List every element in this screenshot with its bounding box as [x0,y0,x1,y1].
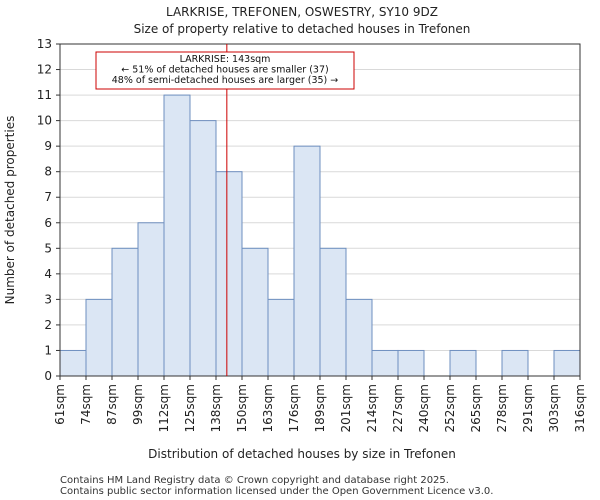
bar [553,349,581,377]
bar [319,247,347,377]
footer-line-2: Contains public sector information licen… [60,486,493,497]
x-tick-label: 252sqm [443,384,457,432]
x-tick-label: 189sqm [313,384,327,432]
x-tick-label: 87sqm [105,384,119,425]
x-tick-label: 240sqm [417,384,431,432]
annotation-line: ← 51% of detached houses are smaller (37… [121,65,328,76]
x-tick-label: 125sqm [183,384,197,432]
x-tick-label: 227sqm [391,384,405,432]
property-marker: LARKRISE: 143sqm← 51% of detached houses… [95,44,355,376]
plot-frame [59,43,581,377]
y-tick-label: 9 [44,139,52,153]
y-tick-label: 6 [44,216,52,230]
y-tick-label: 7 [44,190,52,204]
x-axis-label: Distribution of detached houses by size … [148,447,456,461]
x-tick-label: 61sqm [53,384,67,425]
x-tick-label: 316sqm [573,384,587,432]
chart-subtitle: Size of property relative to detached ho… [134,22,471,36]
x-tick-label: 303sqm [547,384,561,432]
chart-title: LARKRISE, TREFONEN, OSWESTRY, SY10 9DZ [166,5,438,19]
bar [241,247,269,377]
x-axis-ticks: 61sqm 74sqm 87sqm 99sqm 112sqm 125sqm 138sqm 15… [53,376,587,432]
y-tick-label: 1 [44,343,52,357]
y-tick-label: 3 [44,292,52,306]
annotation-line: 48% of semi-detached houses are larger (… [112,75,339,86]
x-tick-label: 163sqm [261,384,275,432]
bar [163,94,191,377]
annotation-box [95,51,355,90]
bar [371,349,399,377]
footer-line-1: Contains HM Land Registry data © Crown c… [60,475,449,486]
y-tick-label: 10 [37,114,52,128]
bar [501,349,529,377]
bar [137,222,165,377]
x-tick-label: 138sqm [209,384,223,432]
bar [449,349,477,377]
bar [293,145,321,377]
bars [59,94,581,377]
y-tick-label: 5 [44,241,52,255]
x-tick-label: 74sqm [79,384,93,425]
x-tick-label: 201sqm [339,384,353,432]
bar [267,298,295,377]
y-axis-label: Number of detached properties [3,116,17,305]
y-tick-label: 0 [44,369,52,383]
x-tick-label: 278sqm [495,384,509,432]
y-tick-label: 11 [37,88,52,102]
bar [111,247,139,377]
bar [397,349,425,377]
x-tick-label: 150sqm [235,384,249,432]
x-tick-label: 176sqm [287,384,301,432]
x-tick-label: 99sqm [131,384,145,425]
bar [85,298,113,377]
bar [59,349,87,377]
y-tick-label: 4 [44,267,52,281]
y-tick-label: 12 [37,63,52,77]
y-tick-label: 8 [44,165,52,179]
bar [189,120,217,377]
x-tick-label: 214sqm [365,384,379,432]
y-tick-label: 13 [37,37,52,51]
bar [345,298,373,377]
x-tick-label: 112sqm [157,384,171,432]
annotation-line: LARKRISE: 143sqm [180,54,271,65]
bar [215,171,243,377]
x-tick-label: 265sqm [469,384,483,432]
y-tick-label: 2 [44,318,52,332]
x-tick-label: 291sqm [521,384,535,432]
